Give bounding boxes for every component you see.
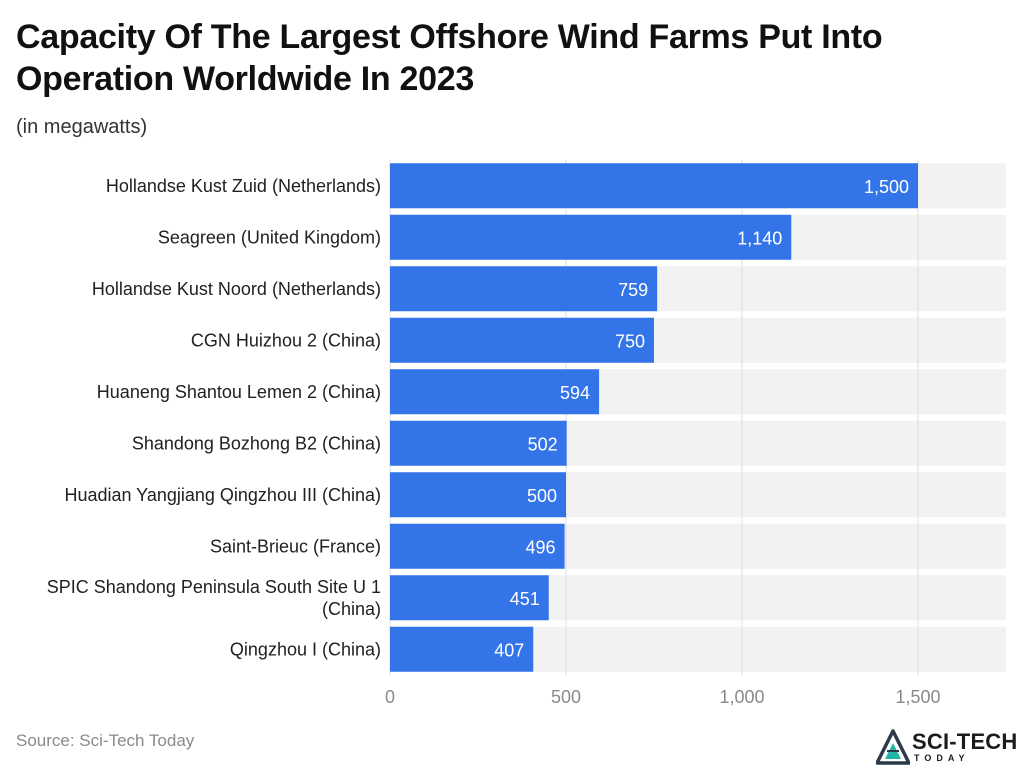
category-label: Hollandse Kust Zuid (Netherlands): [106, 176, 381, 196]
category-label: Huadian Yangjiang Qingzhou III (China): [64, 485, 381, 505]
bar: [390, 163, 918, 209]
category-label: Hollandse Kust Noord (Netherlands): [92, 279, 381, 299]
bar-value-label: 759: [618, 280, 648, 300]
bar: [390, 472, 566, 518]
category-label: Shandong Bozhong B2 (China): [132, 433, 381, 453]
bar-value-label: 407: [494, 640, 524, 660]
category-label: SPIC Shandong Peninsula South Site U 1 (C…: [47, 577, 381, 619]
bar: [390, 317, 654, 363]
bar-value-label: 496: [526, 537, 556, 557]
source-note: Source: Sci-Tech Today: [16, 731, 195, 750]
logo-text: SCI-TECH: [912, 729, 1018, 754]
bar-value-label: 750: [615, 331, 645, 351]
category-label: Saint-Brieuc (France): [210, 536, 381, 556]
bar: [390, 626, 534, 672]
category-label: Huaneng Shantou Lemen 2 (China): [97, 382, 381, 402]
bar-value-label: 594: [560, 383, 590, 403]
category-label: Qingzhou I (China): [230, 639, 381, 659]
bar-value-label: 502: [528, 434, 558, 454]
bar-value-label: 1,140: [737, 228, 782, 248]
bar-chart: 1,500 Hollandse Kust Zuid (Netherlands) 1,…: [47, 160, 1006, 707]
chart-title: Capacity Of The Largest Offshore Wind Fa…: [16, 18, 883, 98]
x-tick-label: 1,000: [719, 687, 764, 707]
bar: [390, 523, 565, 569]
bar-value-label: 1,500: [864, 177, 909, 197]
x-tick-label: 1,500: [895, 687, 940, 707]
bar: [390, 369, 600, 415]
x-tick-label: 0: [385, 687, 395, 707]
bar: [390, 214, 792, 260]
triangle-logo-icon: [876, 729, 910, 765]
category-label: Seagreen (United Kingdom): [158, 227, 381, 247]
logo-subtext: TODAY: [914, 753, 970, 763]
brand-logo: SCI-TECH TODAY: [876, 727, 1022, 767]
bar: [390, 575, 549, 621]
bar: [390, 420, 567, 466]
bar: [390, 266, 658, 312]
chart-subtitle: (in megawatts): [16, 116, 148, 138]
x-tick-label: 500: [551, 687, 581, 707]
bar-value-label: 500: [527, 486, 557, 506]
category-label: CGN Huizhou 2 (China): [191, 330, 381, 350]
bar-value-label: 451: [510, 589, 540, 609]
